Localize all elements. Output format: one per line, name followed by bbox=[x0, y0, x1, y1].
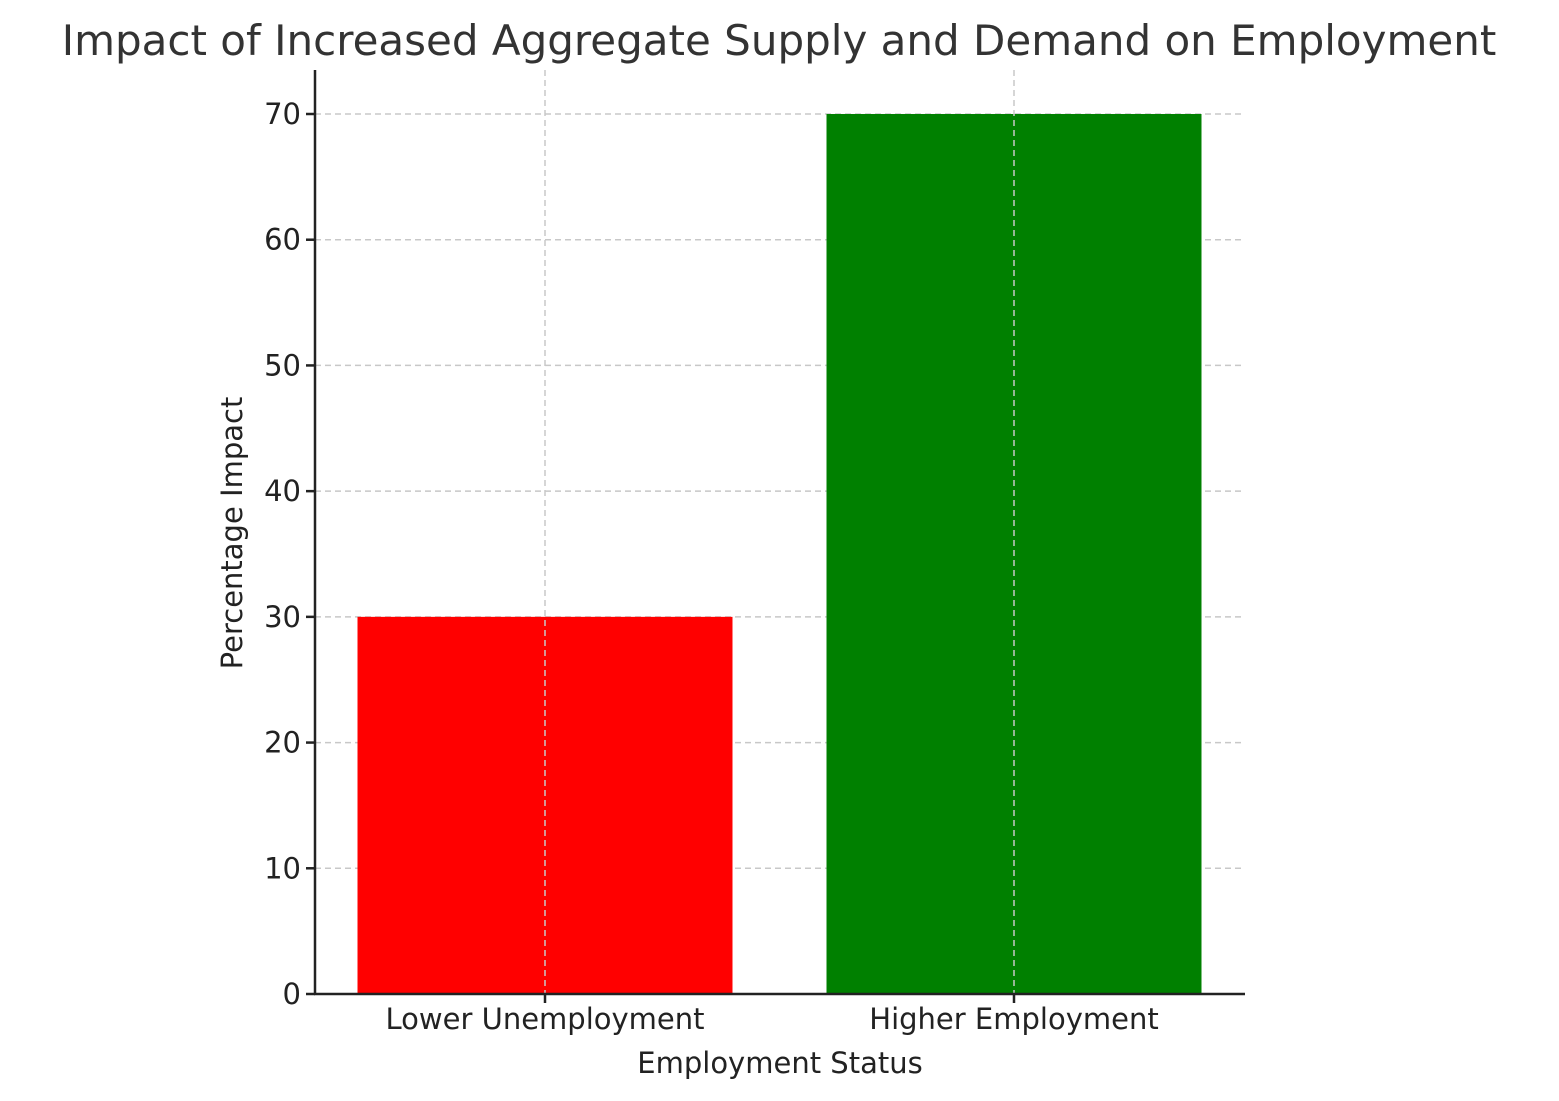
y-tick-label: 0 bbox=[283, 977, 301, 1011]
axes bbox=[313, 70, 1245, 996]
y-tick-label: 70 bbox=[264, 97, 301, 131]
y-tick-label: 30 bbox=[264, 600, 301, 634]
y-axis-label: Percentage Impact bbox=[215, 397, 249, 670]
y-ticks: 0 10 20 30 40 50 60 70 bbox=[264, 97, 315, 1011]
y-tick-label: 60 bbox=[264, 223, 301, 257]
chart-title: Impact of Increased Aggregate Supply and… bbox=[62, 16, 1497, 65]
y-tick-label: 40 bbox=[264, 474, 301, 508]
x-tick-label: Lower Unemployment bbox=[386, 1002, 705, 1036]
x-axis-label: Employment Status bbox=[637, 1046, 922, 1080]
x-tick-label: Higher Employment bbox=[869, 1002, 1158, 1036]
vertical-grid-lines bbox=[544, 70, 1015, 994]
y-tick-label: 10 bbox=[264, 851, 301, 885]
bars bbox=[357, 114, 1202, 994]
y-tick-label: 20 bbox=[264, 726, 301, 760]
x-ticks: Lower Unemployment Higher Employment bbox=[386, 994, 1159, 1036]
y-tick-label: 50 bbox=[264, 348, 301, 382]
